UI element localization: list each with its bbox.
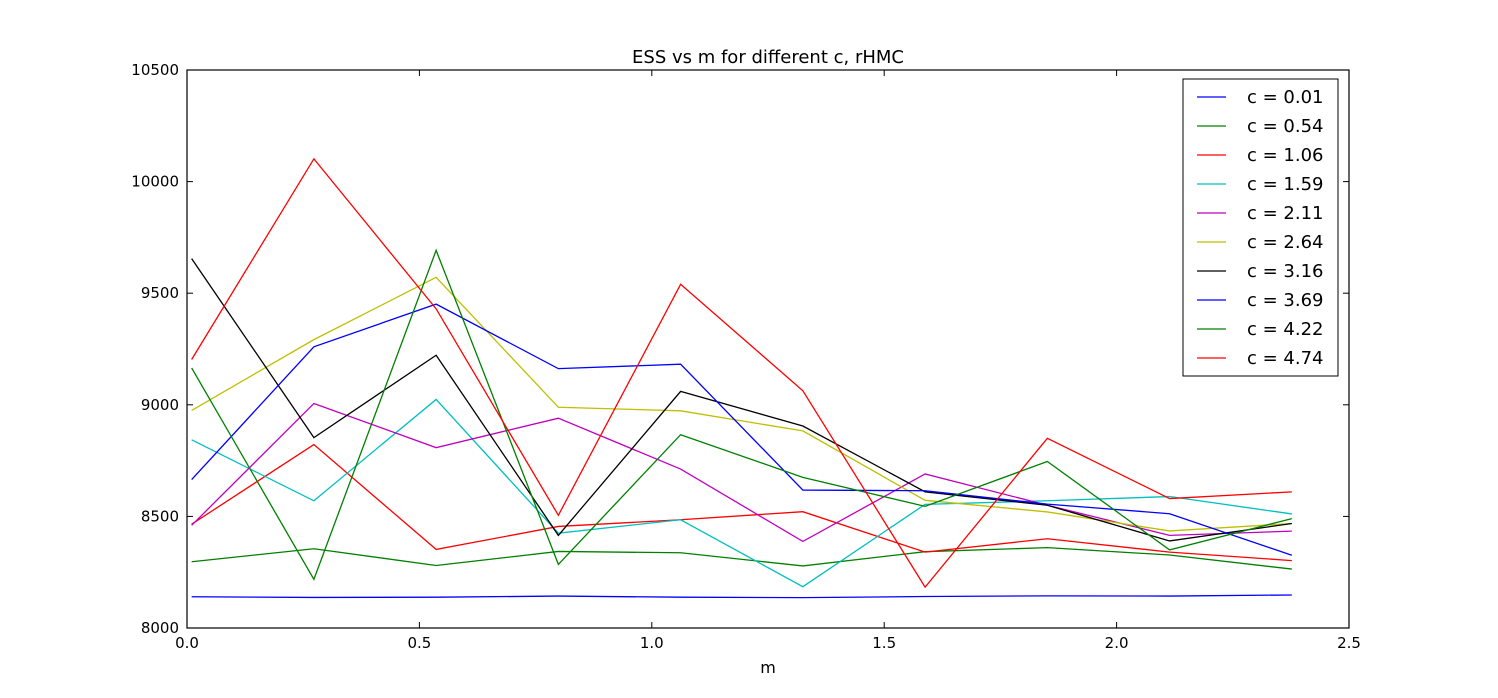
plot-frame: [186, 69, 1350, 629]
series-line-1: [191, 546, 1292, 570]
series-line-5: [191, 276, 1292, 532]
x-tick-label: 2.0: [1105, 634, 1129, 652]
legend-label-9: c = 4.74: [1247, 348, 1324, 369]
series-line-6: [191, 258, 1292, 542]
x-tick-label: 1.0: [640, 634, 664, 652]
x-axis-label: m: [760, 658, 776, 677]
series-line-7: [191, 303, 1293, 556]
chart-title: ESS vs m for different c, rHMC: [632, 47, 904, 68]
series-line-4: [191, 402, 1292, 543]
x-tick-label: 1.5: [872, 634, 896, 652]
legend-label-6: c = 3.16: [1247, 261, 1324, 282]
series-line-3: [191, 398, 1292, 588]
ticks-layer: 0.0 0.5 1.0 1.5 2.0 2.5 8000 8500 9000 9500 10000 1…: [131, 61, 1361, 652]
legend-box: [1182, 78, 1339, 377]
plot-area: [187, 70, 1349, 628]
legend-label-8: c = 4.22: [1247, 319, 1324, 340]
legend-label-1: c = 0.54: [1247, 116, 1324, 137]
series-line-8: [191, 248, 1292, 581]
x-tick-label: 0.0: [175, 634, 199, 652]
y-tick-label: 8500: [141, 507, 179, 525]
y-tick-label: 9500: [141, 284, 179, 302]
legend-label-4: c = 2.11: [1247, 203, 1324, 224]
x-tick-label: 0.5: [407, 634, 431, 652]
legend-label-7: c = 3.69: [1247, 290, 1324, 311]
y-tick-label: 9000: [141, 396, 179, 414]
series-line-2: [191, 443, 1292, 562]
y-tick-label: 10000: [131, 173, 179, 191]
legend-label-0: c = 0.01: [1247, 87, 1324, 108]
legend: c = 0.01 c = 0.54 c = 1.06 c = 1.59 c = 2.11…: [1182, 78, 1339, 377]
y-tick-label: 8000: [141, 619, 179, 637]
x-tick-label: 2.5: [1337, 634, 1361, 652]
legend-label-3: c = 1.59: [1247, 174, 1324, 195]
series-line-9: [191, 157, 1292, 589]
series-layer: [191, 157, 1293, 599]
legend-label-5: c = 2.64: [1247, 232, 1324, 253]
series-line-0: [191, 594, 1292, 599]
legend-label-2: c = 1.06: [1247, 145, 1324, 166]
y-tick-label: 10500: [131, 61, 179, 79]
